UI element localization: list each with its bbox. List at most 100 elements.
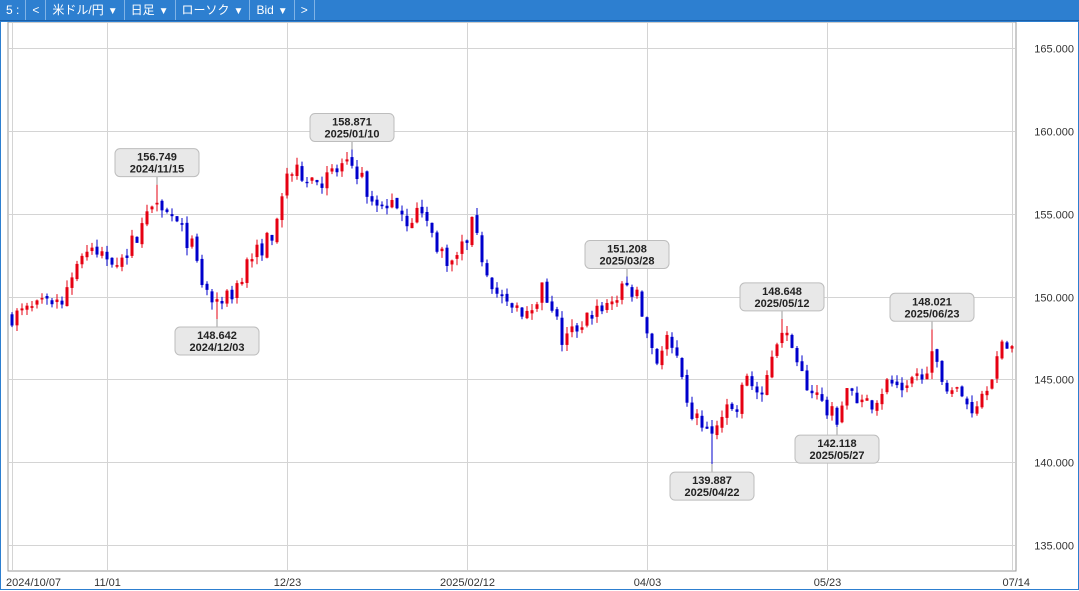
- toolbar-item-1[interactable]: <: [26, 0, 47, 20]
- callout-box: [889, 292, 975, 322]
- candle-body: [35, 300, 39, 305]
- candle-body: [820, 394, 824, 401]
- candle: [330, 164, 334, 175]
- toolbar-item-4[interactable]: ローソク ▼: [176, 0, 251, 20]
- callout-box: [669, 471, 755, 501]
- candle: [20, 303, 24, 316]
- candle: [940, 360, 944, 385]
- candle: [75, 260, 79, 282]
- candle: [260, 238, 264, 261]
- toolbar-item-6[interactable]: >: [295, 0, 315, 20]
- candle-body: [750, 376, 754, 387]
- candle: [615, 295, 619, 307]
- toolbar-item-2[interactable]: 米ドル/円 ▼: [46, 0, 125, 20]
- candle: [695, 409, 699, 426]
- candle-body: [490, 277, 494, 290]
- toolbar-item-3[interactable]: 日足 ▼: [125, 0, 176, 20]
- candle: [1005, 340, 1009, 349]
- candle: [975, 401, 979, 416]
- candle-body: [660, 350, 664, 366]
- candle: [350, 149, 354, 169]
- candle-body: [315, 179, 319, 183]
- candle-body: [990, 379, 994, 389]
- candle-body: [870, 400, 874, 410]
- toolbar-item-label: <: [32, 3, 40, 17]
- x-tick-label: 2024/10/07: [6, 577, 61, 589]
- candle-body: [760, 392, 764, 395]
- candle-body: [240, 281, 244, 285]
- candle: [290, 172, 294, 182]
- candle-body: [1010, 346, 1014, 349]
- candle: [145, 204, 149, 227]
- candle: [45, 293, 49, 305]
- candle: [605, 299, 609, 313]
- candle: [65, 280, 69, 307]
- candle-body: [850, 388, 854, 391]
- candle: [425, 206, 429, 227]
- candle-body: [145, 211, 149, 225]
- candle: [540, 282, 544, 311]
- candle-body: [740, 384, 744, 414]
- candle-body: [445, 247, 449, 266]
- candle: [1000, 339, 1004, 360]
- candle: [775, 342, 779, 358]
- candle: [10, 312, 14, 328]
- candle: [105, 245, 109, 266]
- candle-body: [785, 332, 789, 336]
- toolbar-item-label: 米ドル/円: [52, 3, 104, 17]
- candle: [765, 370, 769, 396]
- callout-value: 148.648: [762, 286, 802, 298]
- candle: [115, 257, 119, 269]
- candle: [555, 306, 559, 320]
- candle: [785, 326, 789, 342]
- callout-date: 2025/01/10: [324, 128, 379, 140]
- candle-body: [30, 306, 34, 308]
- candle-body: [675, 347, 679, 356]
- candle-body: [285, 173, 289, 196]
- toolbar-item-label: >: [300, 3, 308, 17]
- y-tick-label: 150.000: [1034, 293, 1074, 305]
- candle: [935, 348, 939, 368]
- candle-body: [910, 377, 914, 384]
- candle-body: [260, 243, 264, 256]
- toolbar-item-0: 5 :: [0, 0, 27, 20]
- candle: [325, 165, 329, 196]
- candle-body: [50, 300, 54, 305]
- grid: [9, 23, 1015, 570]
- candle-body: [205, 283, 209, 290]
- candle: [885, 378, 889, 395]
- candle-body: [210, 291, 214, 303]
- plot-frame: [7, 21, 1017, 572]
- candle: [825, 396, 829, 419]
- candle: [430, 222, 434, 238]
- candle-body: [220, 300, 224, 304]
- candle-body: [575, 325, 579, 332]
- candle-body: [960, 386, 964, 397]
- toolbar-item-5[interactable]: Bid ▼: [250, 0, 295, 20]
- candle: [465, 239, 469, 250]
- candle-body: [920, 374, 924, 380]
- candle: [385, 199, 389, 215]
- callout-box: [739, 282, 825, 312]
- candle-body: [70, 277, 74, 288]
- candle-body: [620, 283, 624, 300]
- candle-body: [690, 402, 694, 419]
- candle-body: [755, 386, 759, 393]
- candle: [610, 296, 614, 311]
- candle: [865, 394, 869, 401]
- callout-date: 2024/11/15: [130, 164, 184, 176]
- candle: [195, 233, 199, 263]
- candle: [875, 400, 879, 416]
- y-axis-labels: 135.000 140.000 145.000 150.000 155.000 160.0…: [1034, 44, 1074, 553]
- candle-body: [125, 255, 129, 258]
- candle-body: [350, 157, 354, 166]
- candle-body: [730, 403, 734, 410]
- y-tick-label: 145.000: [1034, 375, 1074, 387]
- candle-body: [15, 310, 19, 326]
- candle: [790, 333, 794, 349]
- callout-value: 151.208: [607, 243, 647, 255]
- candle-body: [440, 248, 444, 252]
- candle: [685, 369, 689, 407]
